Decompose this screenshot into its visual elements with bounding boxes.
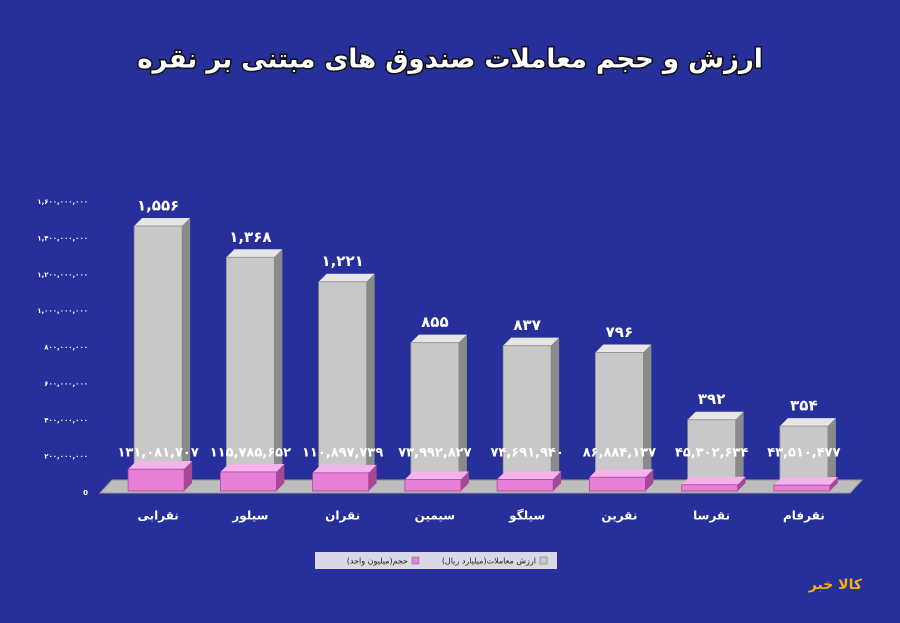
logo: کالا خبر	[808, 577, 863, 593]
bar-side	[735, 411, 744, 485]
legend-swatch	[411, 556, 420, 565]
value-label: ۳۹۲	[698, 390, 725, 408]
value-label: ۷۹۶	[606, 323, 633, 341]
legend-box	[315, 552, 557, 569]
floor	[98, 479, 864, 494]
bar-side	[368, 464, 377, 491]
bar-side	[553, 471, 562, 491]
value-label: ۱,۳۶۸	[229, 228, 271, 246]
bar-top	[779, 418, 836, 427]
bar-side	[366, 273, 375, 485]
x-tick-label: نقرفام	[783, 509, 825, 524]
y-tick-label: ۸۰۰,۰۰۰,۰۰۰	[44, 344, 88, 352]
value-label: ۱۱۵,۷۸۵,۶۵۲	[210, 446, 291, 461]
y-tick-label: ۱,۲۰۰,۰۰۰,۰۰۰	[37, 271, 88, 279]
bar	[502, 345, 552, 486]
bar	[779, 425, 829, 486]
bar	[681, 484, 739, 492]
value-label: ۱,۵۵۶	[137, 196, 179, 214]
bar-top	[497, 471, 562, 480]
x-tick-label: نقران	[325, 509, 360, 523]
bar	[773, 484, 831, 492]
bar	[225, 256, 275, 486]
chart-title: ارزش و حجم معاملات صندوق های مبتنی بر نق…	[137, 45, 763, 75]
y-tick-label: ۴۰۰,۰۰۰,۰۰۰	[44, 416, 88, 424]
bar-side	[643, 344, 652, 485]
bar-side	[274, 249, 283, 485]
bar-top	[134, 217, 191, 226]
value-label: ۸۵۵	[421, 313, 448, 331]
bar-top	[773, 477, 838, 486]
x-tick-label: سیلور	[231, 509, 268, 524]
bar-top	[404, 471, 469, 480]
legend-label: ارزش معاملات(میلیارد ریال)	[442, 557, 536, 566]
bar-top	[220, 463, 285, 472]
y-tick-label: 0	[83, 489, 88, 497]
value-label: ۱۳۱,۰۸۱,۷۰۷	[117, 446, 198, 461]
bar-side	[551, 337, 560, 485]
legend-label: حجم(میلیون واحد)	[347, 557, 408, 566]
bar-top	[226, 249, 283, 258]
x-tick-label: نقرین	[601, 509, 637, 523]
value-label: ۱,۲۲۱	[321, 252, 363, 270]
y-tick-label: ۲۰۰,۰۰۰,۰۰۰	[44, 453, 88, 461]
bar-side	[182, 217, 191, 485]
value-label: ۸۳۷	[513, 316, 540, 334]
bar	[312, 472, 370, 492]
bar	[588, 476, 646, 492]
legend-swatch	[539, 556, 548, 565]
bar	[133, 225, 183, 486]
bar	[687, 419, 737, 486]
value-label: ۸۶,۸۸۴,۱۳۷	[583, 446, 656, 461]
bar-side	[737, 476, 746, 491]
bar-side	[827, 418, 836, 485]
value-label: ۳۵۴	[790, 397, 817, 415]
bar-top	[312, 464, 377, 473]
bar	[404, 479, 462, 492]
bar-top	[503, 337, 560, 346]
bar-side	[460, 471, 469, 491]
value-label: ۷۴,۶۹۱,۹۴۰	[490, 446, 563, 461]
y-tick-label: ۶۰۰,۰۰۰,۰۰۰	[44, 380, 88, 388]
bar-side	[184, 461, 193, 491]
value-label: ۴۵,۳۰۲,۶۳۴	[675, 446, 748, 461]
y-tick-label: ۱,۴۰۰,۰۰۰,۰۰۰	[37, 234, 88, 242]
y-tick-label: ۱,۶۰۰,۰۰۰,۰۰۰	[37, 198, 88, 206]
bar-top	[128, 461, 193, 470]
bar	[594, 352, 644, 486]
x-tick-label: نقرسا	[693, 509, 730, 523]
bar-top	[410, 334, 467, 343]
bar-top	[681, 476, 746, 485]
bar	[496, 479, 554, 492]
y-tick-label: ۱,۰۰۰,۰۰۰,۰۰۰	[37, 307, 88, 315]
x-tick-label: سیلگو	[508, 509, 545, 524]
bar	[219, 471, 277, 492]
bar-top	[595, 344, 652, 353]
bar-top	[687, 411, 744, 420]
bar-top	[318, 273, 375, 282]
bar-side	[829, 477, 838, 491]
bar	[318, 281, 368, 486]
bar-top	[589, 469, 654, 478]
value-label: ۱۱۰,۸۹۷,۷۳۹	[302, 446, 383, 461]
bar-side	[458, 334, 467, 485]
bar-side	[276, 463, 285, 491]
bar	[127, 468, 185, 492]
value-label: ۴۳,۵۱۰,۴۷۷	[767, 446, 840, 461]
x-tick-label: نقرابی	[137, 509, 178, 523]
x-tick-label: سیمین	[415, 509, 455, 523]
bar-side	[645, 469, 654, 491]
bar	[410, 342, 460, 486]
value-label: ۷۳,۹۹۲,۸۲۷	[398, 446, 471, 461]
